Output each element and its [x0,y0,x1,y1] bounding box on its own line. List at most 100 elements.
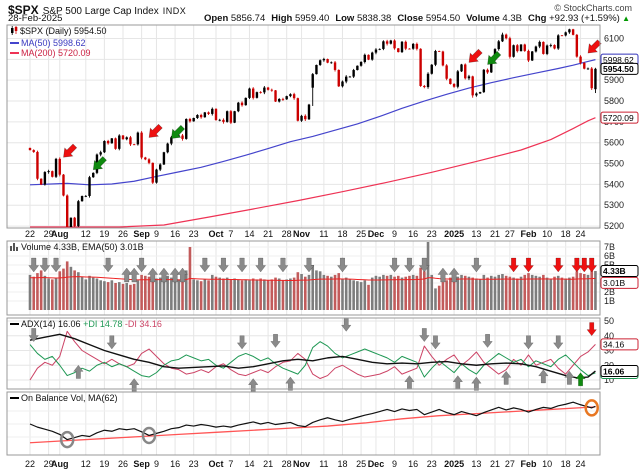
svg-text:50: 50 [604,316,614,326]
svg-text:23: 23 [427,459,437,469]
svg-text:Dec: Dec [368,459,385,469]
svg-text:14: 14 [244,459,254,469]
svg-text:2025: 2025 [444,229,464,239]
quote-item-label: Chg [527,13,547,24]
svg-text:Nov: Nov [293,229,310,239]
svg-text:22: 22 [25,459,35,469]
svg-text:16.06: 16.06 [603,366,625,376]
svg-text:11: 11 [319,229,328,239]
price-legend-symbol: $SPX (Daily) 5954.50 [20,26,107,36]
obv-legend: On Balance Vol, MA(62) [10,393,118,404]
chart-date: 28-Feb-2025 [8,13,63,24]
svg-text:5400: 5400 [604,179,624,189]
obv-line-swatch [10,397,19,399]
svg-text:26: 26 [118,459,128,469]
chart-header: $SPX S&P 500 Large Cap Index INDX © StockC… [8,1,632,17]
svg-text:Aug: Aug [51,229,69,239]
svg-text:18: 18 [561,459,571,469]
svg-text:5998.62: 5998.62 [603,55,634,65]
svg-text:21: 21 [263,459,273,469]
svg-text:29: 29 [44,459,54,469]
price-legend: $SPX (Daily) 5954.50 MA(50) 5998.62 MA(2… [10,26,107,59]
svg-text:29: 29 [44,229,54,239]
svg-text:13: 13 [471,229,481,239]
svg-text:21: 21 [490,459,500,469]
svg-text:5500: 5500 [604,159,624,169]
ma50-line-swatch [10,41,19,44]
quote-item-value: 5959.40 [292,13,330,24]
adx-legend-value: ADX(14) 16.06 [21,319,81,329]
candlestick-icon [10,26,18,38]
ma200-line-swatch [10,52,19,54]
obv-legend-text: On Balance Vol, MA(62) [21,393,118,403]
quote-item-value: 4.3B [499,13,522,24]
quote-item-value: 5838.38 [354,13,392,24]
svg-text:Nov: Nov [293,459,310,469]
svg-text:24: 24 [576,459,586,469]
quote-bar: 28-Feb-2025 Open 5856.74 High 5959.40 Low … [8,13,632,24]
svg-text:Aug: Aug [51,459,69,469]
svg-text:Feb: Feb [520,459,537,469]
svg-text:28: 28 [282,229,292,239]
svg-text:Oct: Oct [208,459,223,469]
quote-item-label: Open [203,13,229,24]
svg-text:18: 18 [337,229,347,239]
svg-text:28: 28 [282,459,292,469]
svg-text:19: 19 [99,459,109,469]
svg-text:2025: 2025 [444,459,464,469]
ma200-legend: MA(200) 5720.09 [21,48,91,58]
svg-text:5954.50: 5954.50 [603,64,634,74]
svg-text:5300: 5300 [604,200,624,210]
plus-di-legend: +DI 14.78 [83,319,123,329]
quote-item-value: 5856.74 [228,13,266,24]
stockcharts-copyright-link[interactable]: © StockCharts.com [554,3,632,13]
ma50-legend: MA(50) 5998.62 [21,37,86,48]
svg-text:6100: 6100 [604,34,624,44]
svg-text:5600: 5600 [604,138,624,148]
svg-text:25: 25 [356,459,366,469]
svg-text:27: 27 [505,229,515,239]
svg-text:10: 10 [542,229,552,239]
svg-text:5B: 5B [604,260,615,270]
quote-item-value: 5954.50 [423,13,461,24]
svg-text:Dec: Dec [368,229,385,239]
svg-text:23: 23 [427,229,437,239]
svg-text:9: 9 [154,459,159,469]
svg-text:5800: 5800 [604,96,624,106]
volume-legend: Volume 4.33B, EMA(50) 3.01B [10,242,144,254]
adx-legend: ADX(14) 16.06 +DI 14.78 -DI 34.16 [10,319,162,330]
svg-text:5200: 5200 [604,221,624,231]
svg-text:12: 12 [81,459,91,469]
symbol: $SPX [8,3,39,17]
svg-text:4.33B: 4.33B [603,266,626,276]
svg-text:26: 26 [118,229,128,239]
svg-text:2B: 2B [604,287,615,297]
symbol-name: S&P 500 Large Cap Index [42,6,159,17]
svg-text:12: 12 [81,229,91,239]
svg-text:Oct: Oct [208,229,223,239]
svg-text:11: 11 [319,459,328,469]
svg-text:23: 23 [189,459,199,469]
svg-text:14: 14 [244,229,254,239]
svg-text:21: 21 [490,229,500,239]
svg-text:16: 16 [408,459,418,469]
svg-text:7: 7 [228,459,233,469]
svg-text:9: 9 [154,229,159,239]
svg-text:16: 16 [170,459,180,469]
svg-text:5900: 5900 [604,75,624,85]
change-up-triangle: ▲ [619,14,630,23]
quote-item-label: Volume [466,13,500,24]
quote-item-label: Close [397,13,424,24]
svg-text:13: 13 [471,459,481,469]
svg-text:18: 18 [337,459,347,469]
svg-text:Sep: Sep [133,229,150,239]
svg-text:19: 19 [99,229,109,239]
svg-text:16: 16 [408,229,418,239]
svg-text:30: 30 [604,346,614,356]
svg-text:Sep: Sep [133,459,150,469]
svg-text:21: 21 [263,229,273,239]
adx-line-swatch [10,323,19,325]
svg-text:23: 23 [189,229,199,239]
